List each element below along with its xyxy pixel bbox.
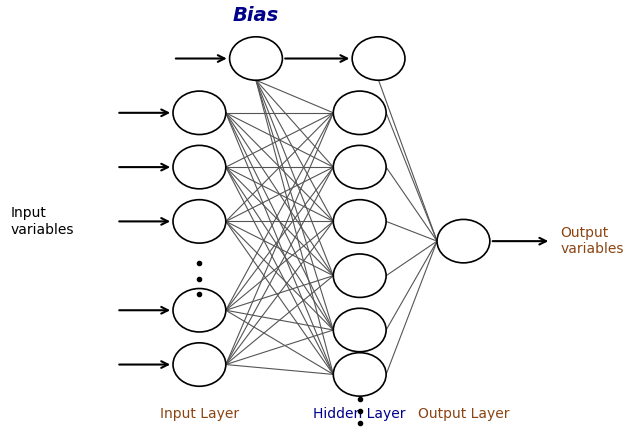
Ellipse shape (333, 353, 386, 396)
Ellipse shape (333, 145, 386, 189)
Ellipse shape (333, 254, 386, 297)
Ellipse shape (173, 145, 226, 189)
Ellipse shape (333, 200, 386, 243)
Text: Input
variables: Input variables (11, 206, 75, 237)
Text: Bias: Bias (233, 6, 279, 25)
Ellipse shape (173, 343, 226, 386)
Text: Output Layer: Output Layer (418, 407, 509, 421)
Text: Input Layer: Input Layer (160, 407, 239, 421)
Ellipse shape (173, 200, 226, 243)
Text: Output
variables: Output variables (561, 226, 624, 256)
Ellipse shape (229, 37, 283, 80)
Ellipse shape (352, 37, 405, 80)
Ellipse shape (173, 289, 226, 332)
Text: Hidden Layer: Hidden Layer (313, 407, 406, 421)
Ellipse shape (173, 91, 226, 134)
Ellipse shape (333, 308, 386, 352)
Ellipse shape (333, 91, 386, 134)
Ellipse shape (437, 219, 490, 263)
